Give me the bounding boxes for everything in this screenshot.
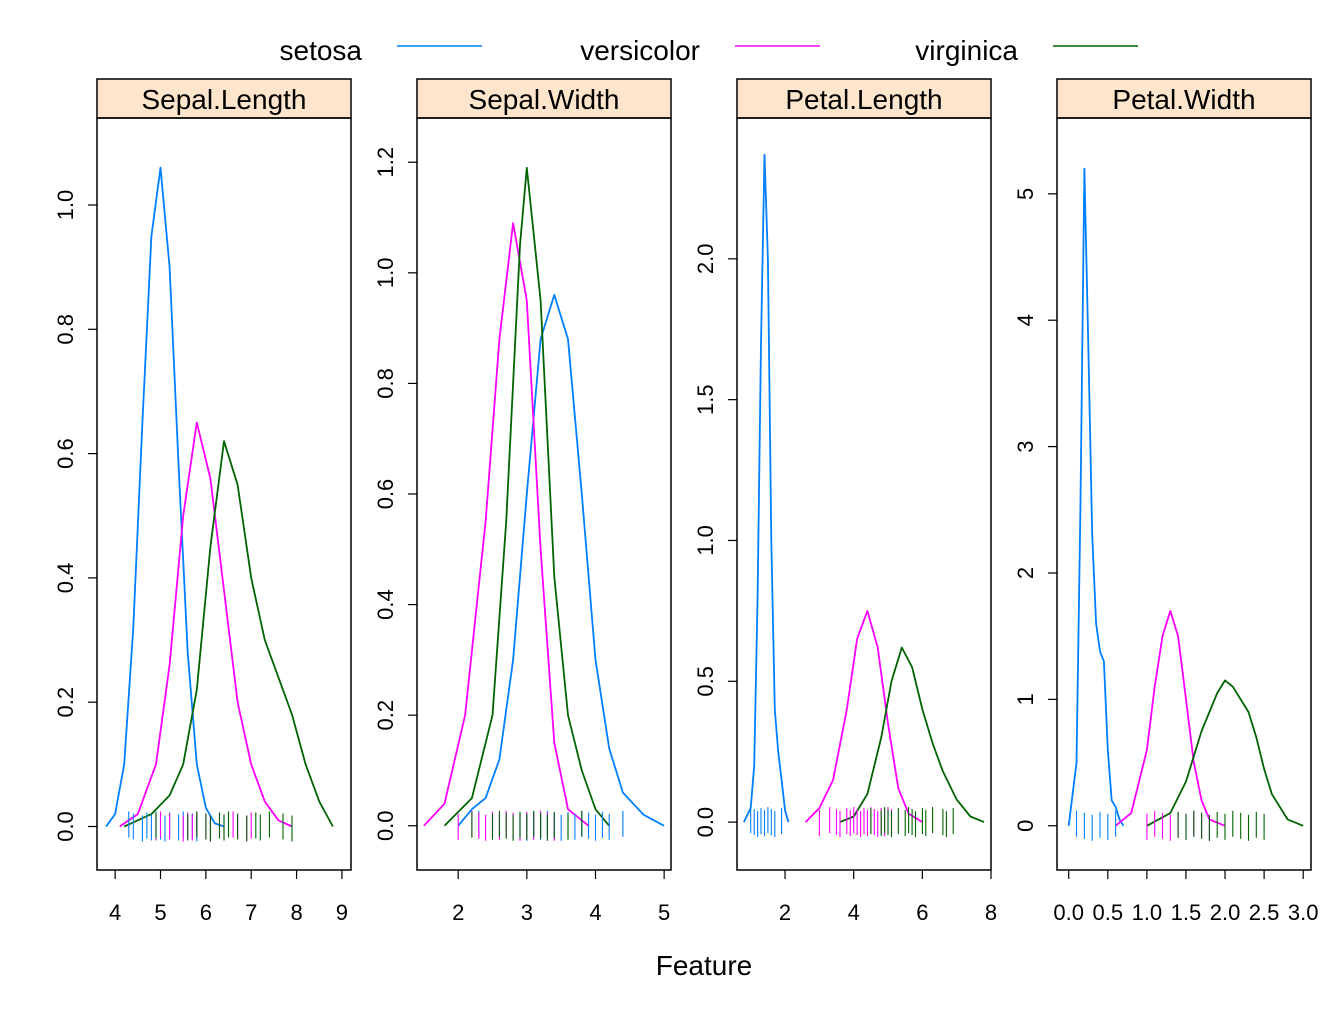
x-tick-label: 1.0	[1132, 900, 1163, 925]
x-tick-label: 5	[658, 900, 670, 925]
x-tick-label: 1.5	[1171, 900, 1202, 925]
rug-virginica	[1177, 810, 1265, 841]
x-tick-label: 5	[154, 900, 166, 925]
y-tick-label: 1	[1013, 693, 1038, 705]
density-line-versicolor	[119, 421, 293, 828]
legend-label-setosa: setosa	[280, 35, 363, 66]
legend: setosa versicolor virginica	[280, 35, 1138, 66]
rug-virginica	[155, 811, 293, 842]
x-tick-label: 9	[336, 900, 348, 925]
legend-label-versicolor: versicolor	[580, 35, 700, 66]
y-tick-label: 0.6	[373, 479, 398, 510]
x-tick-label: 8	[985, 900, 997, 925]
legend-label-virginica: virginica	[915, 35, 1018, 66]
y-tick-label: 0.8	[53, 314, 78, 345]
density-line-virginica	[839, 646, 985, 823]
y-tick-label: 1.2	[373, 147, 398, 178]
x-axis-label: Feature	[656, 950, 753, 981]
rug-virginica	[870, 807, 954, 838]
y-tick-label: 1.0	[373, 258, 398, 289]
x-tick-label: 4	[589, 900, 601, 925]
density-line-setosa	[1067, 167, 1125, 827]
y-tick-label: 0.4	[373, 589, 398, 620]
x-tick-label: 3	[521, 900, 533, 925]
density-line-virginica	[1146, 679, 1304, 827]
rug-setosa	[750, 807, 783, 838]
y-tick-label: 0.5	[693, 666, 718, 697]
panel-Sepal.Width: Sepal.Width 0.0 0.2 0.4 0.6 0.8 1.0 1.2 2 3 4 5	[373, 78, 672, 925]
rug-virginica	[471, 810, 583, 841]
density-line-virginica	[123, 440, 334, 828]
x-tick-label: 2.5	[1249, 900, 1280, 925]
y-tick-label: 1.5	[693, 384, 718, 415]
x-tick-label: 0.5	[1093, 900, 1124, 925]
strip-label: Sepal.Width	[469, 84, 620, 115]
y-tick-label: 5	[1013, 188, 1038, 200]
strip-background	[96, 78, 352, 119]
density-line-setosa	[743, 153, 790, 823]
rug-versicolor	[155, 811, 252, 842]
panel-Petal.Width: Petal.Width 0 1 2 3 4 5 0.0 0.5 1.0 1.5 2.0 2.5 3.0	[1013, 78, 1319, 925]
y-tick-label: 0.0	[53, 811, 78, 842]
y-tick-label: 0.6	[53, 438, 78, 469]
y-tick-label: 2	[1013, 567, 1038, 579]
density-line-versicolor	[1115, 610, 1226, 827]
y-tick-label: 0.8	[373, 368, 398, 399]
y-tick-label: 0.2	[53, 687, 78, 718]
x-tick-label: 6	[200, 900, 212, 925]
x-tick-label: 2	[452, 900, 464, 925]
density-line-virginica	[443, 166, 610, 827]
y-tick-label: 1.0	[693, 525, 718, 556]
y-tick-label: 0	[1013, 820, 1038, 832]
strip-label: Petal.Length	[785, 84, 942, 115]
strip-background	[416, 78, 672, 119]
density-line-versicolor	[423, 222, 590, 827]
plot-frame	[1056, 117, 1312, 871]
strip-label: Petal.Width	[1112, 84, 1255, 115]
x-tick-label: 4	[109, 900, 121, 925]
y-tick-label: 4	[1013, 314, 1038, 326]
panel-Sepal.Length: Sepal.Length 0.0 0.2 0.4 0.6 0.8 1.0 4 5 6 7 8 9	[53, 78, 352, 925]
plot-frame	[736, 117, 992, 871]
y-tick-label: 2.0	[693, 244, 718, 275]
x-tick-label: 8	[290, 900, 302, 925]
x-tick-label: 6	[916, 900, 928, 925]
density-line-setosa	[457, 294, 665, 827]
density-line-versicolor	[804, 610, 923, 823]
x-tick-label: 0.0	[1053, 900, 1084, 925]
y-tick-label: 0.4	[53, 563, 78, 594]
rug-setosa	[1075, 810, 1117, 841]
y-tick-label: 1.0	[53, 190, 78, 221]
x-tick-label: 2	[779, 900, 791, 925]
strip-label: Sepal.Length	[141, 84, 306, 115]
y-tick-label: 0.2	[373, 700, 398, 731]
y-tick-label: 0.0	[373, 810, 398, 841]
x-tick-label: 2.0	[1210, 900, 1241, 925]
y-tick-label: 3	[1013, 440, 1038, 452]
x-tick-label: 3.0	[1288, 900, 1319, 925]
panel-Petal.Length: Petal.Length 0.0 0.5 1.0 1.5 2.0 2 4 6 8	[693, 78, 997, 925]
plot-frame	[96, 117, 352, 871]
y-tick-label: 0.0	[693, 807, 718, 838]
x-tick-label: 7	[245, 900, 257, 925]
density-line-setosa	[105, 166, 225, 828]
x-tick-label: 4	[848, 900, 860, 925]
rug-setosa	[128, 811, 198, 842]
